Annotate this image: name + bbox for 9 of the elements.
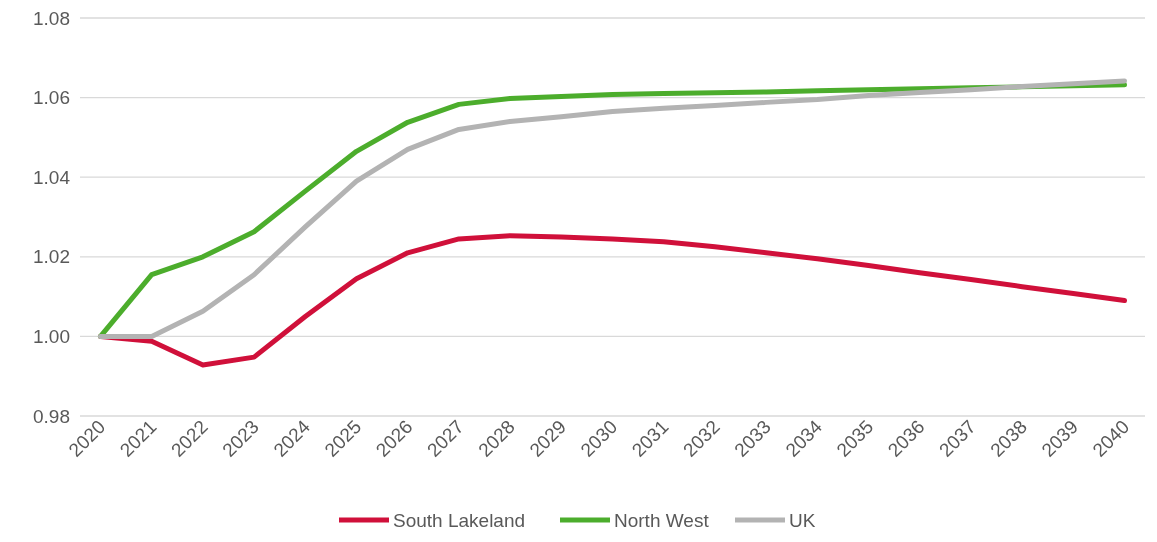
y-tick-label: 1.06 [33, 87, 70, 109]
legend-label: North West [614, 509, 710, 531]
y-tick-label: 0.98 [33, 405, 70, 427]
y-tick-label: 1.08 [33, 7, 70, 29]
legend-label: UK [789, 509, 816, 531]
y-tick-label: 1.04 [33, 166, 71, 188]
legend-label: South Lakeland [393, 509, 526, 531]
y-tick-label: 1.02 [33, 246, 70, 268]
y-tick-label: 1.00 [33, 326, 70, 348]
